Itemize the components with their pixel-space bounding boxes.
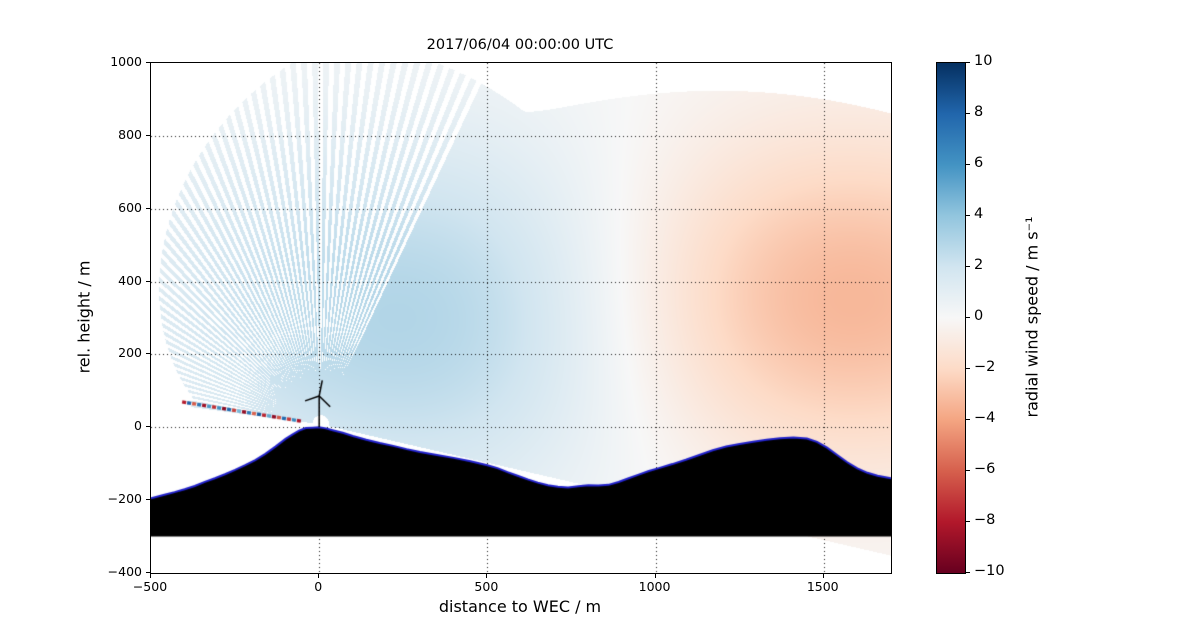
- colorbar-tick-label: 6: [974, 155, 984, 171]
- x-tick-label: 1500: [806, 579, 839, 594]
- x-axis-label: distance to WEC / m: [438, 597, 602, 616]
- y-tick-mark: [146, 135, 150, 136]
- colorbar-tick-mark: [966, 215, 970, 216]
- y-tick-label: 600: [118, 199, 142, 215]
- colorbar-tick-label: −6: [974, 461, 996, 477]
- y-tick-mark: [146, 572, 150, 573]
- y-tick-label: 1000: [110, 54, 142, 69]
- y-tick-mark: [146, 208, 150, 209]
- colorbar-tick-label: −8: [974, 512, 996, 528]
- x-tick-mark: [823, 574, 824, 578]
- colorbar-gradient: [937, 63, 965, 573]
- plot-title: 2017/06/04 00:00:00 UTC: [426, 37, 614, 53]
- colorbar-tick-mark: [966, 266, 970, 267]
- colorbar-tick-label: 8: [974, 104, 984, 120]
- colorbar-tick-mark: [966, 572, 970, 573]
- y-tick-label: −400: [107, 564, 142, 579]
- colorbar-tick-label: −2: [974, 359, 996, 375]
- colorbar-label: radial wind speed / m s⁻¹: [1022, 216, 1042, 418]
- plot-area: [150, 62, 892, 574]
- y-tick-mark: [146, 62, 150, 63]
- y-tick-label: 200: [118, 345, 142, 361]
- x-tick-mark: [655, 574, 656, 578]
- colorbar-tick-mark: [966, 419, 970, 420]
- y-tick-mark: [146, 426, 150, 427]
- plot-canvas: [151, 63, 891, 573]
- x-tick-mark: [318, 574, 319, 578]
- colorbar-tick-label: 0: [974, 308, 984, 324]
- y-tick-label: 800: [118, 126, 142, 142]
- y-tick-label: 400: [118, 272, 142, 288]
- x-tick-label: 0: [314, 579, 323, 594]
- y-tick-label: −200: [107, 491, 142, 507]
- colorbar-tick-mark: [966, 317, 970, 318]
- colorbar-tick-mark: [966, 368, 970, 369]
- colorbar-tick-label: 4: [974, 206, 984, 222]
- colorbar-tick-label: 10: [974, 53, 993, 69]
- colorbar-tick-mark: [966, 164, 970, 165]
- y-tick-mark: [146, 353, 150, 354]
- colorbar-tick-mark: [966, 113, 970, 114]
- colorbar-tick-mark: [966, 62, 970, 63]
- x-tick-label: −500: [132, 579, 168, 594]
- colorbar-tick-label: 2: [974, 257, 984, 273]
- x-tick-label: 500: [474, 579, 499, 594]
- colorbar-tick-mark: [966, 521, 970, 522]
- x-tick-mark: [486, 574, 487, 578]
- colorbar-tick-label: −10: [974, 563, 1005, 579]
- y-tick-mark: [146, 499, 150, 500]
- y-tick-label: 0: [134, 418, 142, 434]
- x-tick-mark: [150, 574, 151, 578]
- x-tick-label: 1000: [638, 579, 671, 594]
- colorbar-tick-mark: [966, 470, 970, 471]
- y-tick-mark: [146, 281, 150, 282]
- colorbar: [936, 62, 966, 574]
- colorbar-tick-label: −4: [974, 410, 996, 426]
